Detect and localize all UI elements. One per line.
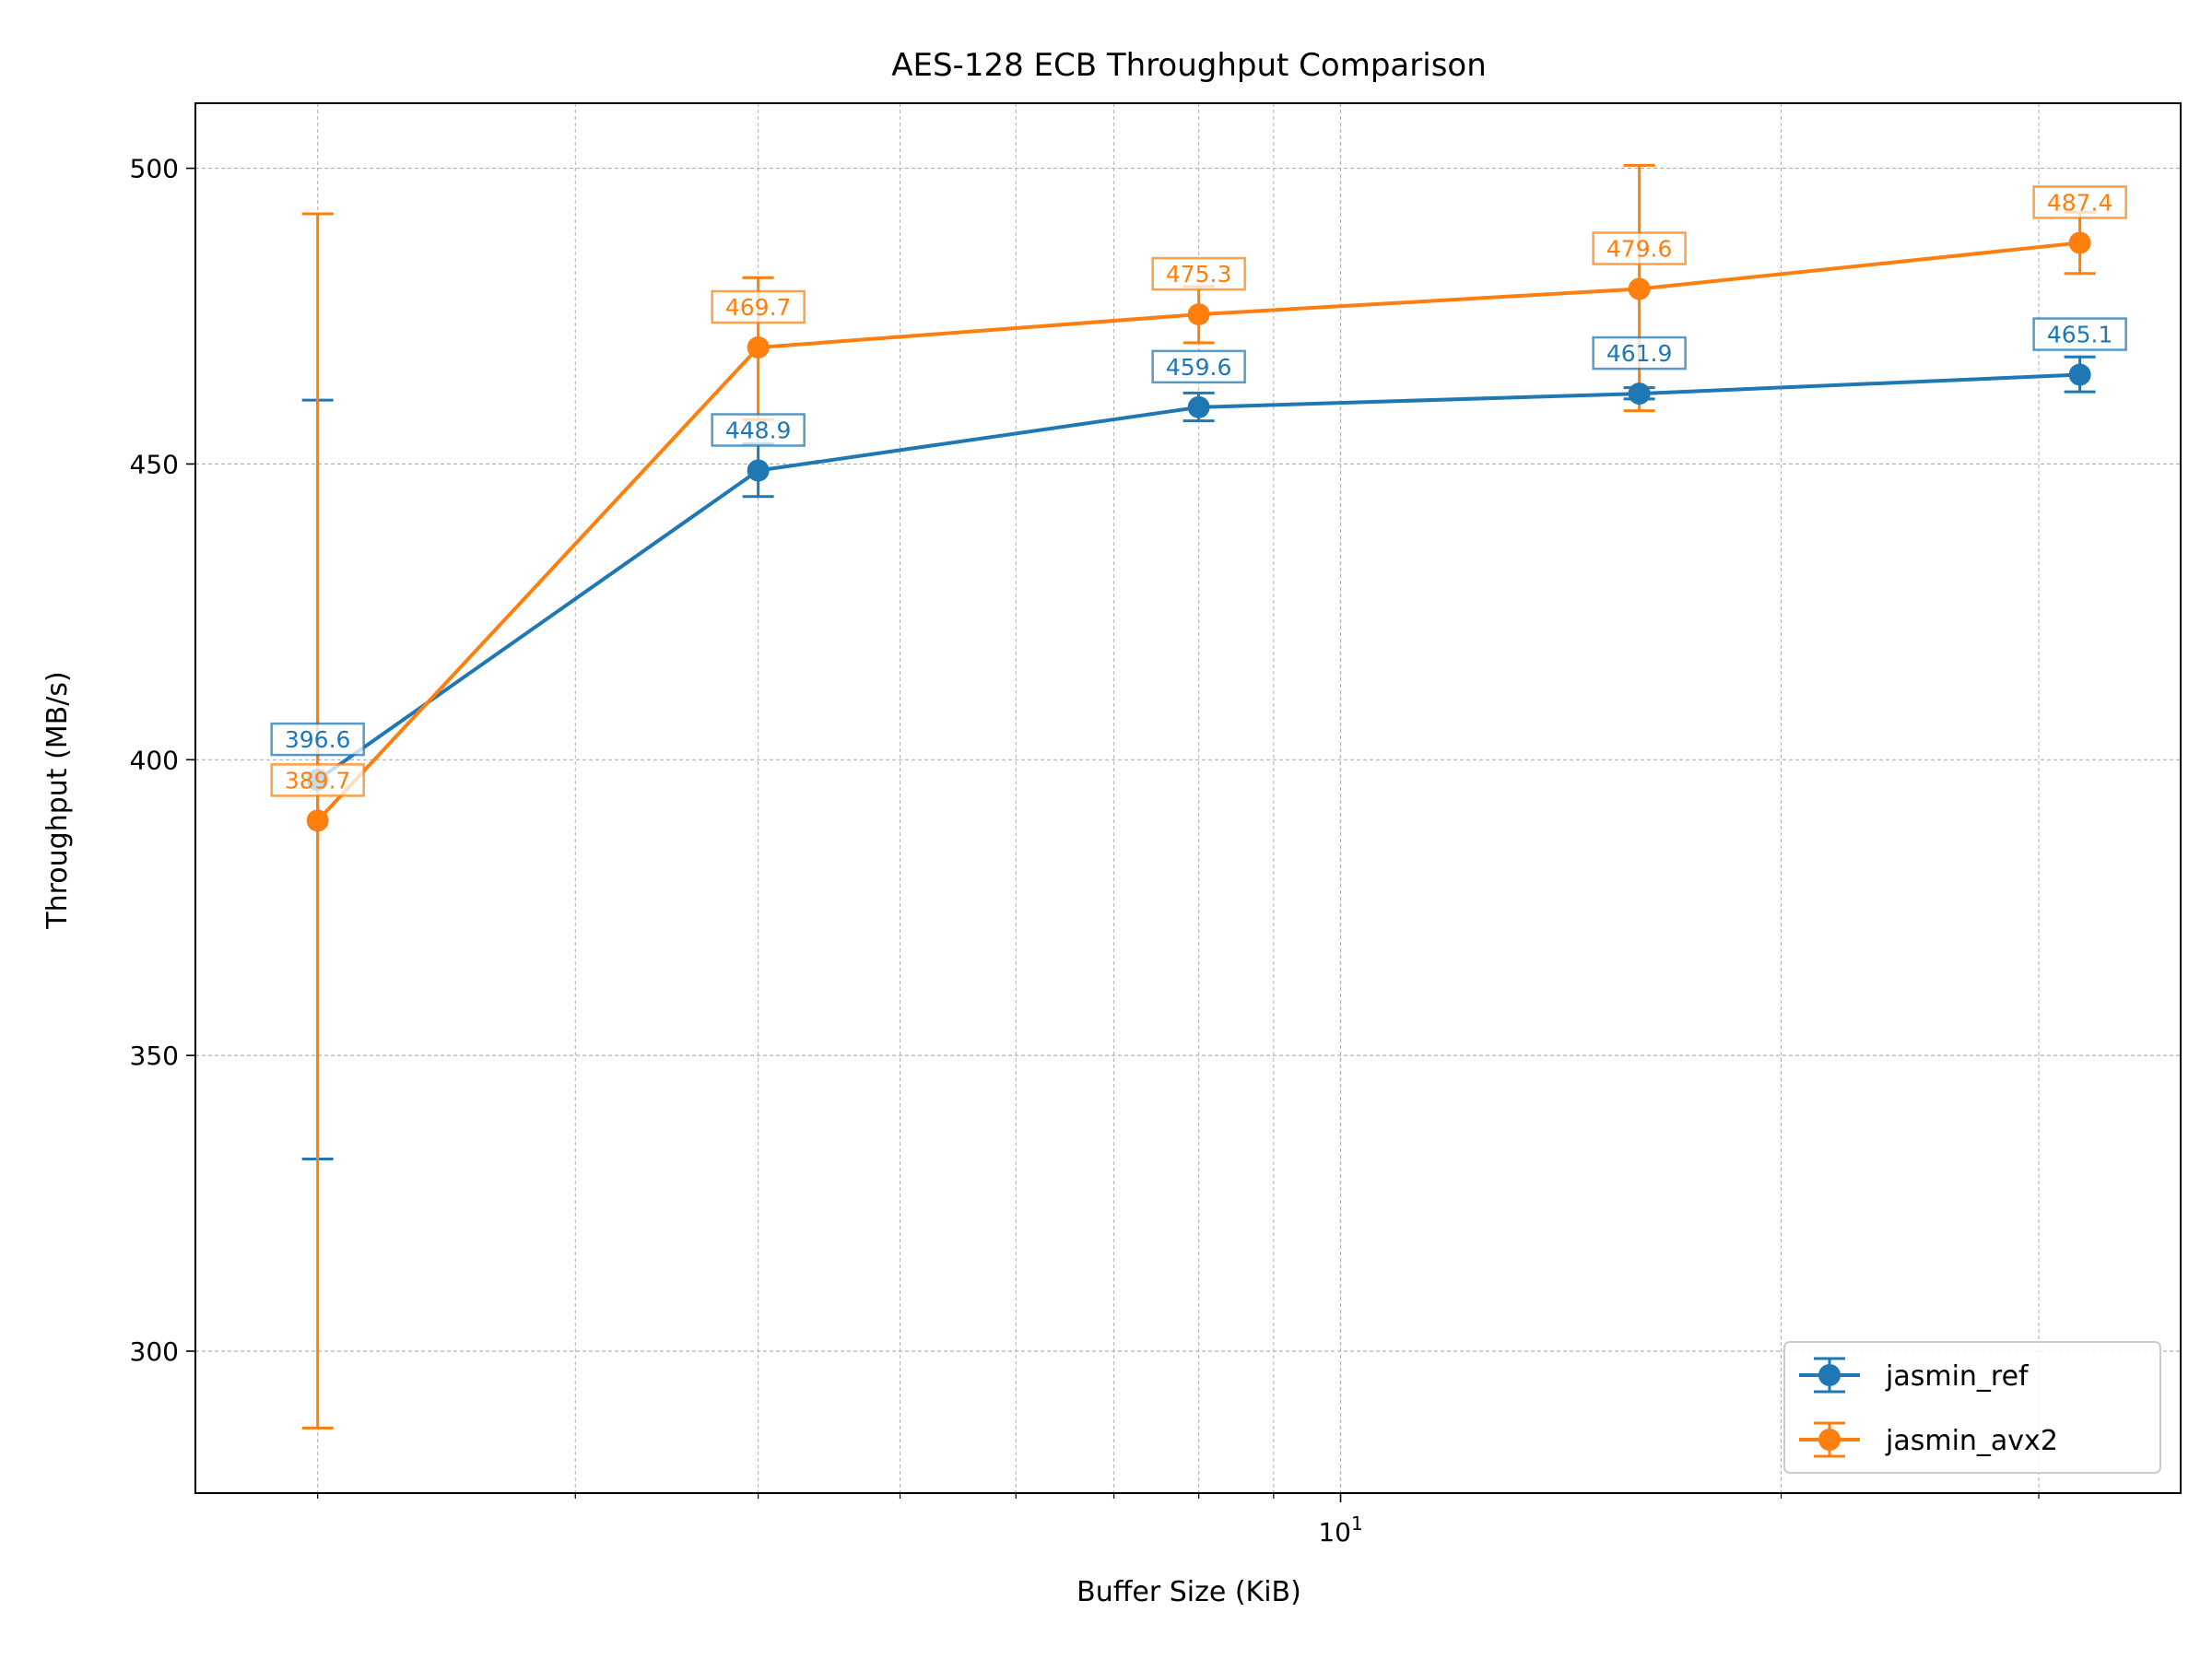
- y-tick-label: 350: [130, 1041, 179, 1071]
- jasmin-ref-data-label: 465.1: [2047, 322, 2113, 348]
- jasmin-avx2-data-label-box: [270, 763, 365, 797]
- jasmin-avx2-data-label: 487.4: [2047, 189, 2113, 216]
- jasmin-ref-data-label-box: [2032, 317, 2127, 351]
- y-axis-label: Throughput (MB/s): [41, 671, 74, 929]
- jasmin-avx2-point: [747, 336, 770, 359]
- jasmin-avx2-point: [306, 809, 329, 832]
- y-tick-label: 500: [130, 154, 179, 184]
- jasmin-avx2-data-label-box: [711, 289, 806, 324]
- jasmin-ref-point: [747, 459, 770, 482]
- jasmin-ref-data-label: 459.6: [1166, 354, 1232, 381]
- jasmin-ref-data-label-box: [1592, 335, 1687, 371]
- jasmin-avx2-point: [2068, 231, 2091, 254]
- jasmin-ref-data-label: 396.6: [285, 726, 351, 753]
- jasmin-ref-point: [2068, 363, 2091, 386]
- axis-ticks: 300 350 400 450 500 101: [130, 154, 2040, 1547]
- x-tick-label: 101: [1318, 1512, 1362, 1547]
- plot-frame: [194, 102, 2182, 1494]
- legend-box: [1783, 1341, 2161, 1474]
- jasmin-avx2-data-label: 389.7: [285, 767, 351, 794]
- jasmin-ref-data-label: 461.9: [1606, 340, 1673, 367]
- y-tick-label: 300: [130, 1336, 179, 1367]
- jasmin-ref-legend-marker: [1818, 1364, 1841, 1386]
- jasmin-avx2-legend-label: jasmin_avx2: [1885, 1425, 2058, 1457]
- chart-title: AES-128 ECB Throughput Comparison: [891, 47, 1487, 84]
- grid: [195, 103, 2181, 1493]
- jasmin-avx2-data-label-box: [1592, 231, 1687, 265]
- data-labels: 396.6 448.9 459.6 461.9 465.1 389.7 469.7 475.3…: [270, 185, 2127, 797]
- jasmin-ref-data-label: 448.9: [725, 417, 792, 443]
- jasmin-avx2-data-label-box: [1151, 256, 1246, 291]
- jasmin-avx2-data-label: 469.7: [725, 294, 792, 321]
- y-tick-label: 400: [130, 745, 179, 775]
- jasmin-avx2-data-label: 479.6: [1606, 235, 1673, 262]
- legend: jasmin_ref jasmin_avx2: [1783, 1341, 2161, 1474]
- data-points: [306, 231, 2091, 832]
- jasmin-ref-point: [1187, 395, 1210, 418]
- jasmin-ref-point: [1628, 382, 1651, 406]
- jasmin-ref-data-label-box: [711, 413, 806, 447]
- y-tick-label: 450: [130, 449, 179, 479]
- jasmin-ref-data-label-box: [270, 722, 365, 757]
- jasmin-avx2-data-label-box: [2032, 185, 2127, 219]
- jasmin-avx2-data-label: 475.3: [1166, 261, 1232, 288]
- jasmin-avx2-point: [1628, 277, 1651, 300]
- jasmin-avx2-point: [1187, 303, 1210, 326]
- jasmin-ref-data-label-box: [1151, 349, 1246, 384]
- jasmin-avx2-legend-marker: [1818, 1429, 1841, 1451]
- x-axis-label: Buffer Size (KiB): [1077, 1576, 1301, 1608]
- jasmin-ref-legend-label: jasmin_ref: [1885, 1360, 2030, 1393]
